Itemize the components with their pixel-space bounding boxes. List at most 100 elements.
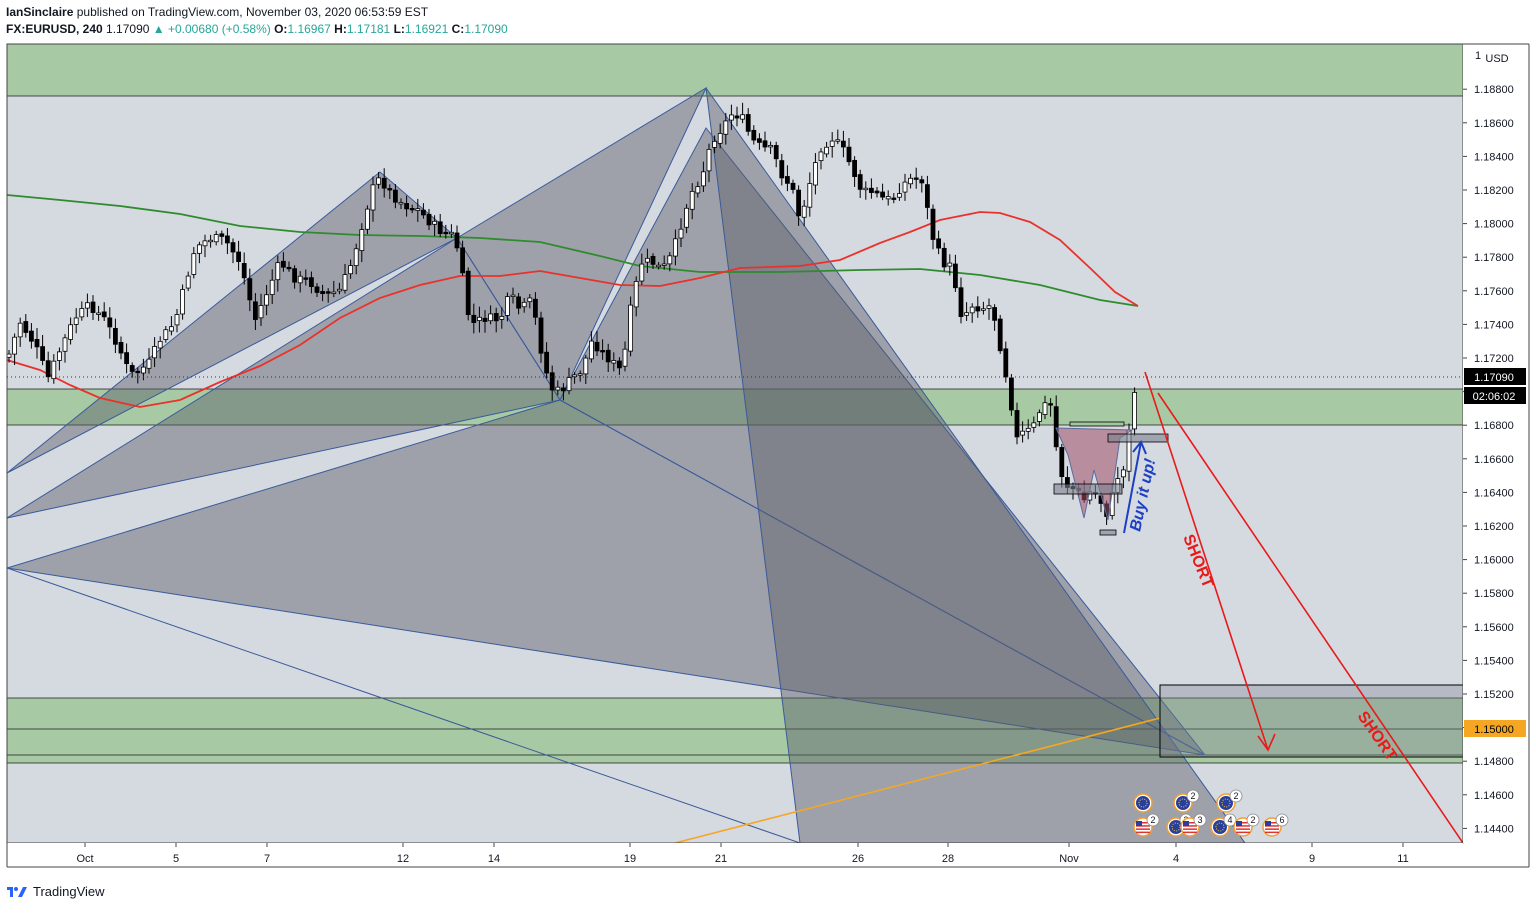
candle-body bbox=[79, 308, 85, 318]
candle-body bbox=[499, 316, 505, 320]
candle-body bbox=[1003, 348, 1009, 378]
candle-body bbox=[997, 318, 1003, 352]
target-price-badge-text: 1.15000 bbox=[1474, 724, 1514, 736]
candle-body bbox=[40, 346, 45, 361]
candle-body bbox=[527, 297, 533, 303]
low-value: 1.16921 bbox=[404, 22, 449, 36]
event-us-icon[interactable]: 2 bbox=[1133, 813, 1160, 837]
candle-body bbox=[650, 255, 656, 265]
candle-body bbox=[219, 233, 225, 237]
candle-body bbox=[68, 324, 73, 340]
candle-body bbox=[213, 234, 219, 243]
time-tick-label: 28 bbox=[942, 853, 954, 865]
candle-body bbox=[275, 262, 281, 281]
short-arrow-1-head bbox=[1257, 733, 1276, 752]
low-label: L: bbox=[393, 22, 405, 36]
candle-body bbox=[533, 298, 538, 318]
candle-body bbox=[964, 312, 969, 316]
candle-body bbox=[757, 138, 762, 143]
candle-body bbox=[785, 176, 790, 184]
event-us-icon[interactable]: 3 bbox=[1180, 813, 1207, 837]
candle-body bbox=[577, 373, 583, 376]
candle-body bbox=[723, 120, 729, 135]
price-axis-currency: USD bbox=[1485, 53, 1508, 65]
candle-body bbox=[320, 291, 326, 295]
candle-body bbox=[1053, 406, 1059, 448]
candle-body bbox=[880, 191, 885, 198]
event-us-icon[interactable]: 6 bbox=[1262, 813, 1289, 837]
candle-body bbox=[454, 232, 460, 249]
candle-body bbox=[157, 340, 163, 349]
author-name[interactable]: IanSinclaire bbox=[6, 5, 74, 19]
candle-body bbox=[1048, 403, 1053, 406]
candle-body bbox=[364, 208, 370, 230]
symbol-label: FX:EURUSD, 240 bbox=[6, 22, 103, 36]
last-price-badge-text: 1.17090 bbox=[1474, 372, 1514, 384]
candle-body bbox=[897, 193, 902, 198]
orange-trendline bbox=[674, 717, 1161, 843]
footer-brand[interactable]: TradingView bbox=[6, 882, 105, 900]
zone-2 bbox=[7, 698, 1463, 729]
candle-body bbox=[437, 221, 443, 235]
event-us-icon[interactable]: 2 bbox=[1233, 813, 1260, 837]
event-count: 3 bbox=[1197, 815, 1202, 825]
plot-layer: Buy it up!SHORTSHORT22233426 bbox=[7, 44, 1463, 843]
candle-body bbox=[23, 321, 29, 333]
time-tick-label: 26 bbox=[852, 853, 864, 865]
candle-body bbox=[902, 181, 908, 193]
candle-body bbox=[953, 263, 958, 289]
high-value: 1.17181 bbox=[346, 22, 391, 36]
candle-body bbox=[908, 177, 913, 185]
candle-body bbox=[476, 316, 482, 321]
candle-body bbox=[51, 360, 57, 380]
event-eu-icon[interactable]: 2 bbox=[1173, 789, 1200, 813]
candles bbox=[7, 102, 1137, 525]
countdown-badge-text: 02:06:02 bbox=[1473, 391, 1516, 403]
candle-body bbox=[504, 296, 510, 316]
symbol-info: FX:EURUSD, 240 1.17090 ▲ +0.00680 (+0.58… bbox=[6, 22, 508, 36]
candle-body bbox=[768, 145, 773, 148]
candle-body bbox=[572, 374, 577, 378]
price-tick-label: 1.16600 bbox=[1474, 454, 1514, 466]
event-eu-icon[interactable]: 3 bbox=[1166, 813, 1193, 837]
candle-body bbox=[1037, 412, 1042, 422]
countdown-badge bbox=[1464, 387, 1526, 404]
time-tick-label: 11 bbox=[1397, 853, 1408, 865]
candle-body bbox=[869, 187, 874, 193]
candle-body bbox=[292, 268, 298, 283]
candle-body bbox=[689, 190, 695, 210]
candle-body bbox=[387, 188, 393, 191]
candle-body bbox=[807, 183, 813, 208]
price-axis-bg bbox=[1463, 44, 1529, 843]
candle-body bbox=[829, 140, 835, 147]
candle-body bbox=[617, 360, 622, 369]
candle-body bbox=[538, 317, 544, 354]
price-axis: USD 1 1.18800 1.18600 1.18400 1.18200 1.18000 1… bbox=[1463, 44, 1529, 843]
time-tick-label: 19 bbox=[624, 853, 636, 865]
candle-body bbox=[628, 304, 633, 352]
candle-body bbox=[398, 202, 404, 205]
event-eu-icon[interactable]: 2 bbox=[1216, 789, 1243, 813]
candle-body bbox=[57, 351, 62, 361]
time-tick-label: Oct bbox=[76, 853, 93, 865]
candle-body bbox=[874, 190, 880, 194]
candle-body bbox=[516, 296, 521, 309]
last-price: 1.17090 bbox=[106, 22, 150, 36]
price-tick-label: 1.15600 bbox=[1474, 622, 1514, 634]
price-tick-label: 1.14600 bbox=[1474, 790, 1514, 802]
event-count: 2 bbox=[1250, 815, 1255, 825]
event-eu-icon[interactable]: 4 bbox=[1210, 813, 1237, 837]
candle-body bbox=[269, 279, 275, 295]
candle-body bbox=[118, 341, 124, 354]
candle-body bbox=[448, 231, 454, 235]
candle-body bbox=[762, 140, 768, 148]
event-eu-icon[interactable] bbox=[1133, 793, 1153, 813]
price-tick-label: 1.17800 bbox=[1474, 252, 1514, 264]
candle-body bbox=[208, 239, 214, 243]
candle-body bbox=[1020, 430, 1025, 436]
candle-body bbox=[969, 306, 975, 314]
candle-body bbox=[846, 146, 852, 163]
candle-body bbox=[62, 337, 68, 352]
